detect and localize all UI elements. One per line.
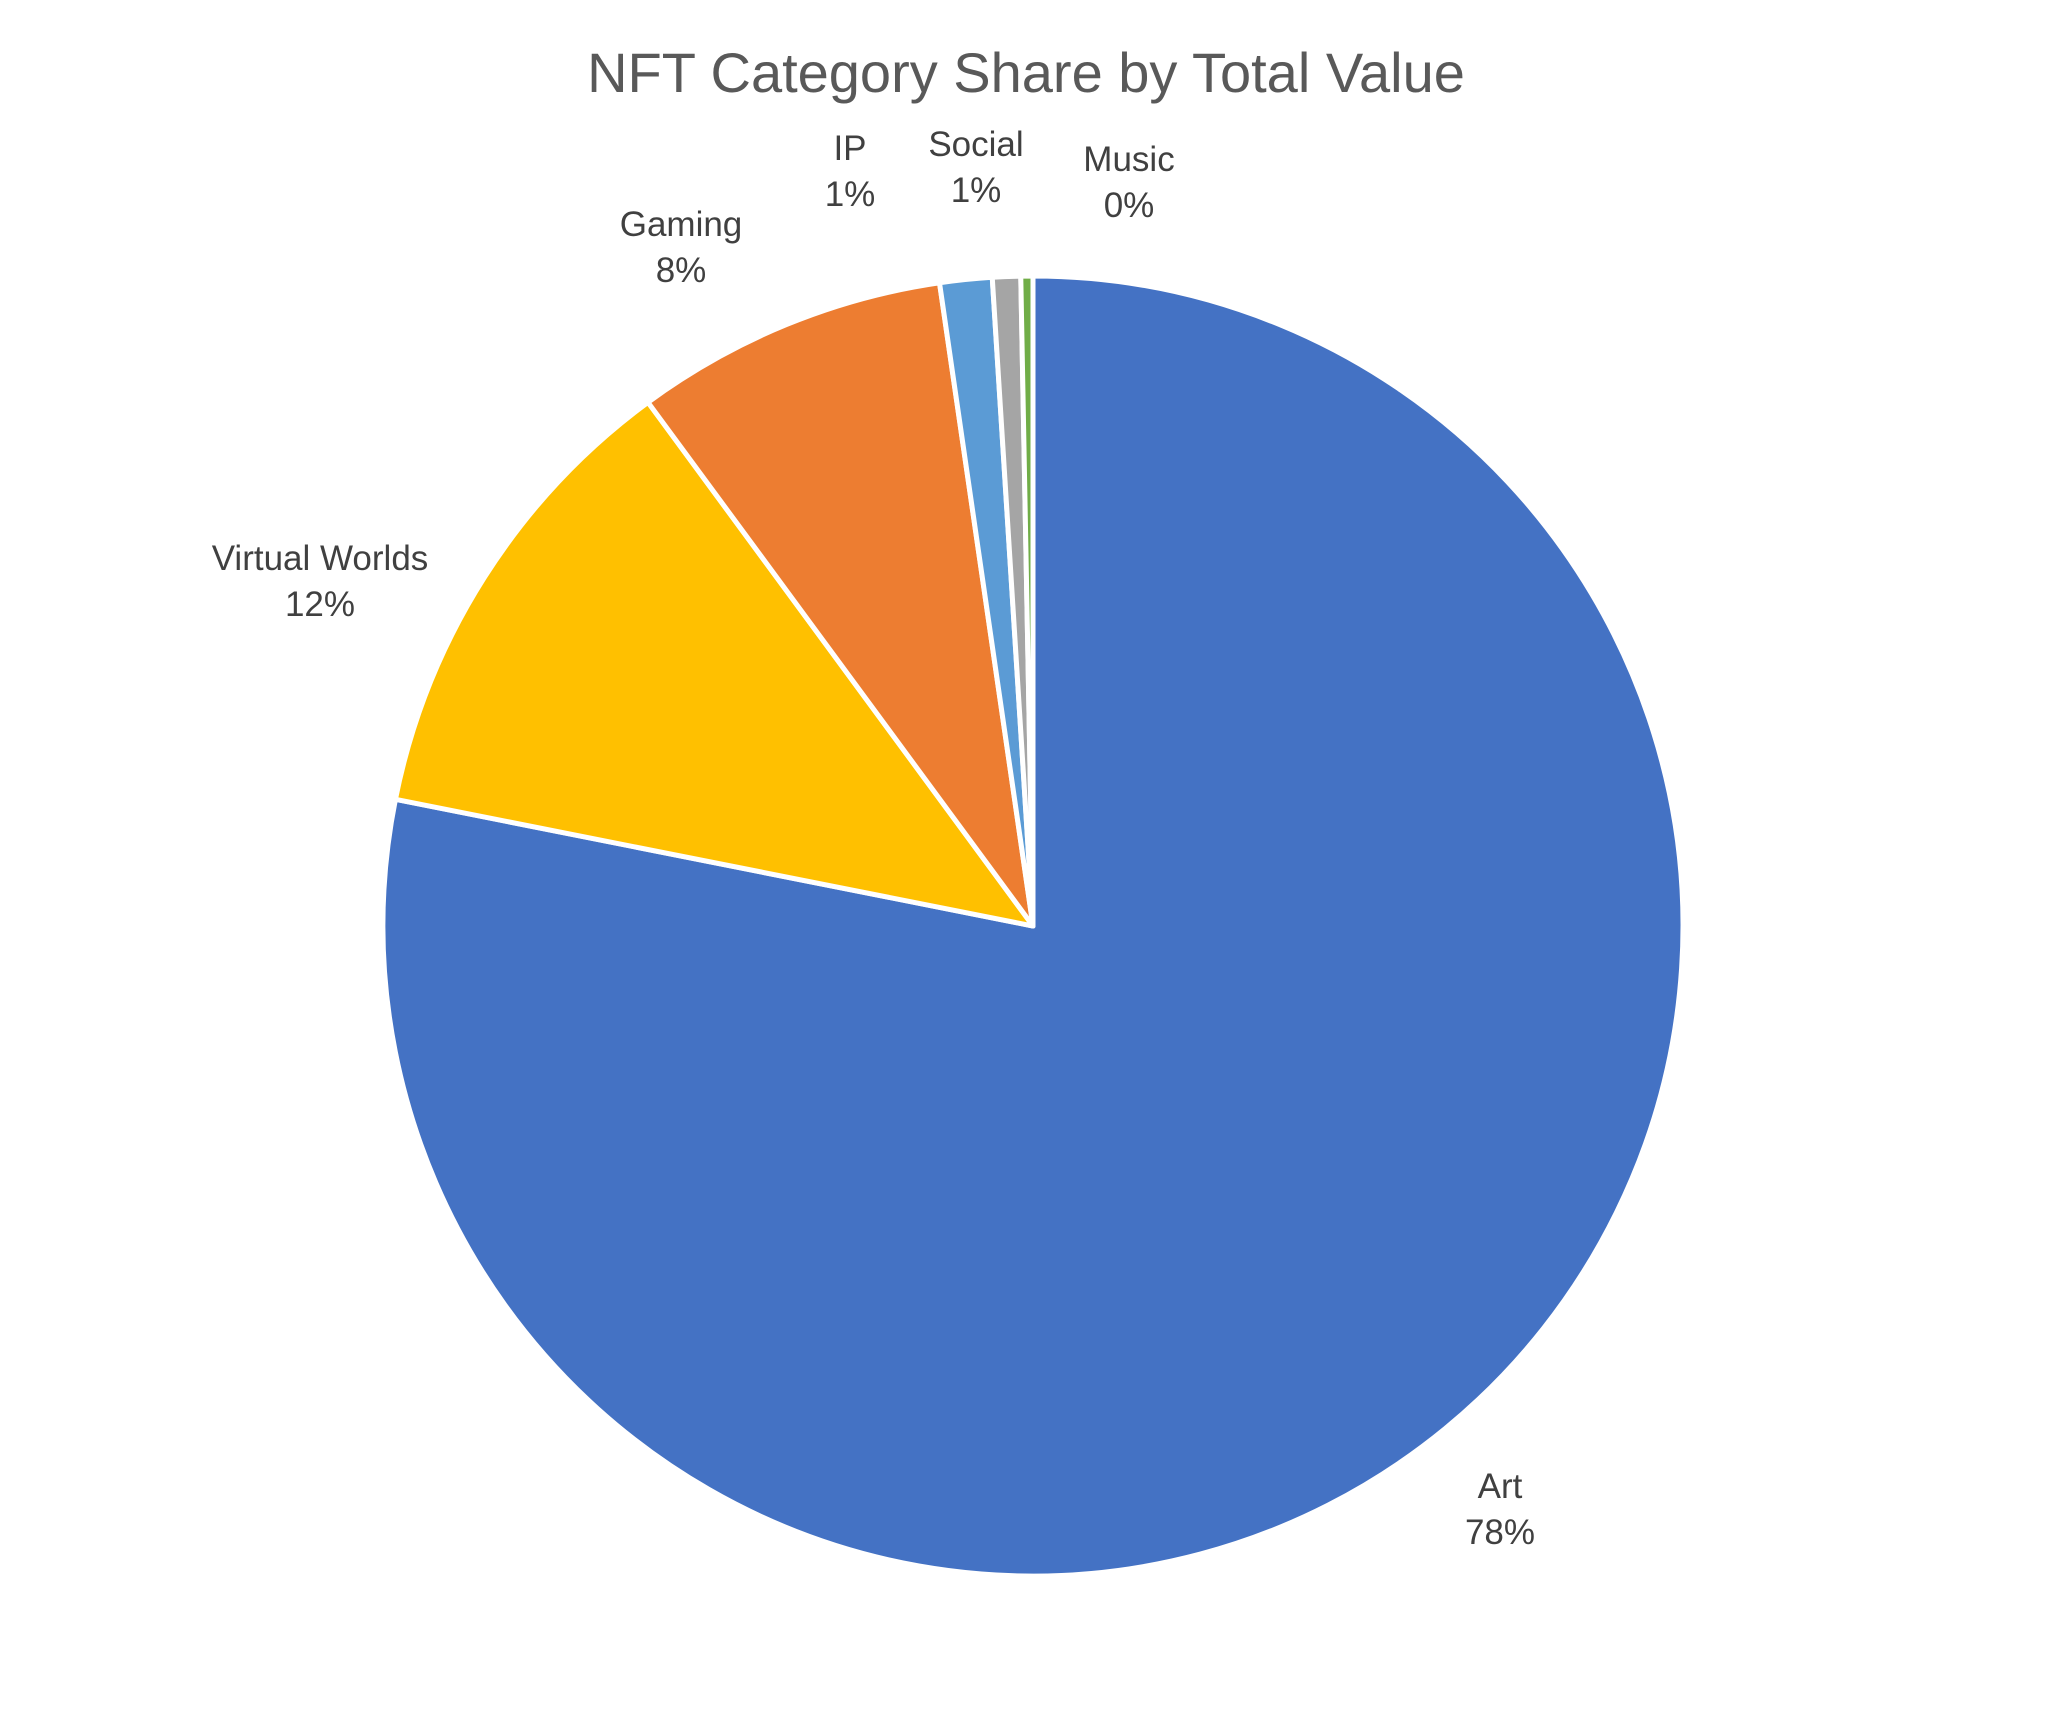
slice-percent-label: 0% xyxy=(1104,186,1155,225)
slice-category-label: IP xyxy=(833,129,866,168)
pie-slice-art xyxy=(380,273,1686,1579)
slice-percent-label: 12% xyxy=(285,585,355,624)
pie-slice-gaming xyxy=(645,280,1036,929)
slice-percent-label: 1% xyxy=(825,175,876,214)
slice-percent-label: 8% xyxy=(656,251,707,290)
slice-category-label: Social xyxy=(928,125,1023,164)
slice-label-virtual-worlds: Virtual Worlds 12% xyxy=(212,539,429,624)
slice-percent-label: 78% xyxy=(1465,1513,1535,1552)
pie-slices xyxy=(380,273,1686,1579)
slice-category-label: Virtual Worlds xyxy=(212,539,429,578)
slice-category-label: Gaming xyxy=(620,205,743,244)
pie-labels: Art 78%Virtual Worlds 12%Gaming 8%IP 1%Socia… xyxy=(212,125,1535,1552)
slice-category-label: Art xyxy=(1478,1467,1523,1506)
slice-percent-label: 1% xyxy=(951,171,1002,210)
slice-label-ip: IP 1% xyxy=(825,129,876,214)
pie-slice-virtual-worlds xyxy=(392,399,1036,929)
slice-label-gaming: Gaming 8% xyxy=(620,205,743,290)
slice-label-music: Music 0% xyxy=(1083,140,1174,225)
slice-category-label: Music xyxy=(1083,140,1174,179)
slice-label-social: Social 1% xyxy=(928,125,1023,210)
slice-label-art: Art 78% xyxy=(1465,1467,1535,1552)
pie-slice-music xyxy=(1018,273,1036,929)
chart-title: NFT Category Share by Total Value xyxy=(587,41,1465,104)
